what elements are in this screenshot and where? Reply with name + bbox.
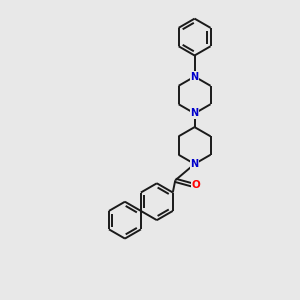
Text: N: N xyxy=(190,159,199,169)
Text: N: N xyxy=(190,108,199,118)
Text: O: O xyxy=(192,180,200,190)
Text: N: N xyxy=(190,72,199,82)
